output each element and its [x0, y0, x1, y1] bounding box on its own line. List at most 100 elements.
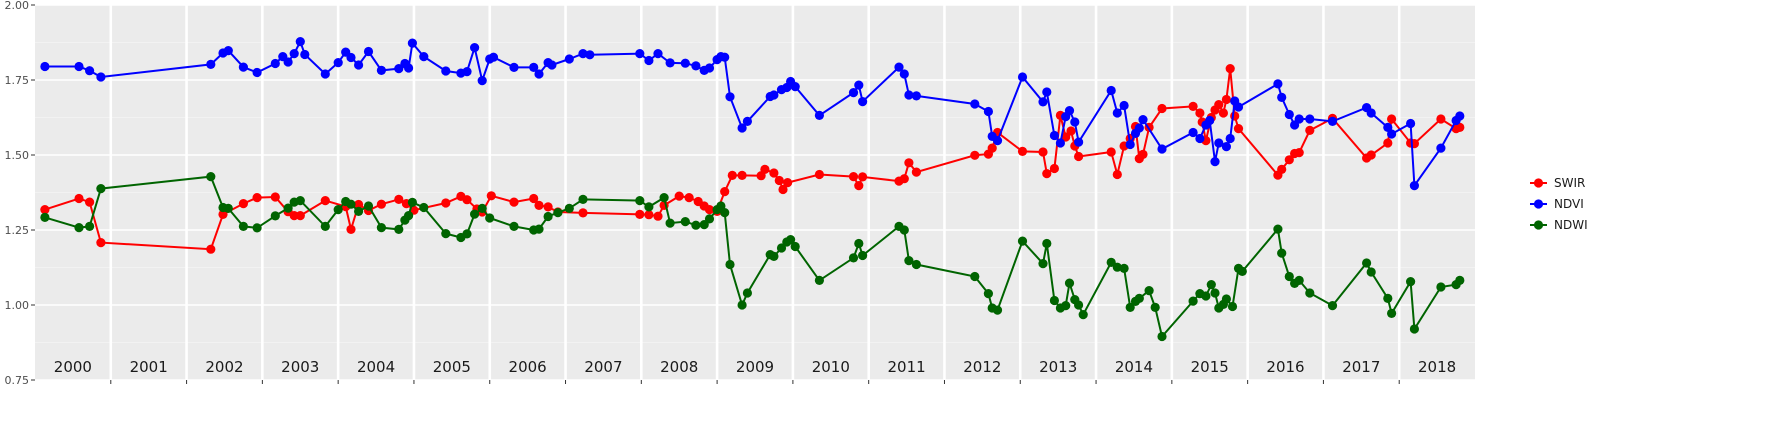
data-point: [363, 46, 374, 57]
year-label: 2014: [1115, 358, 1153, 376]
data-point: [74, 193, 84, 204]
data-point: [578, 194, 588, 204]
year-label: 2001: [130, 358, 168, 376]
data-point: [742, 116, 753, 126]
data-point: [74, 61, 84, 72]
data-point: [1327, 301, 1338, 311]
year-label: 2016: [1266, 358, 1304, 376]
data-point: [911, 167, 922, 177]
data-point: [1106, 85, 1116, 96]
data-point: [509, 221, 519, 231]
legend-key-point: [1533, 220, 1544, 230]
data-point: [904, 158, 914, 168]
data-point: [320, 221, 330, 231]
data-point: [1387, 129, 1397, 139]
data-point: [1284, 155, 1294, 165]
y-tick-label: 1.25: [5, 224, 30, 237]
data-point: [760, 164, 770, 174]
data-point: [674, 191, 684, 201]
data-point: [769, 251, 779, 261]
data-point: [1210, 157, 1220, 167]
legend-label: NDWI: [1554, 218, 1588, 232]
data-point: [659, 193, 669, 203]
data-point: [1134, 293, 1144, 303]
data-point: [769, 168, 779, 178]
data-point: [441, 229, 451, 239]
legend-key-point: [1533, 199, 1544, 209]
data-point: [1017, 236, 1028, 246]
data-point: [1055, 138, 1065, 148]
data-point: [1294, 114, 1304, 124]
data-point: [1305, 288, 1315, 298]
data-point: [1383, 138, 1393, 148]
data-point: [904, 256, 914, 266]
data-point: [814, 110, 825, 120]
data-point: [635, 209, 645, 219]
data-point: [419, 202, 429, 213]
data-point: [486, 191, 496, 201]
data-point: [270, 211, 280, 221]
data-point: [983, 106, 994, 117]
legend-label: NDVI: [1554, 197, 1584, 211]
data-point: [74, 223, 84, 233]
data-point: [1138, 149, 1148, 159]
data-point: [1205, 115, 1215, 126]
data-point: [1070, 117, 1080, 127]
data-point: [684, 193, 694, 203]
data-point: [1038, 97, 1048, 107]
data-point: [1277, 248, 1287, 258]
legend-item-swir: SWIR: [1530, 176, 1585, 190]
data-point: [680, 58, 690, 68]
data-point: [404, 211, 414, 221]
year-label: 2012: [963, 358, 1001, 376]
data-point: [1294, 275, 1304, 285]
data-point: [289, 49, 299, 59]
data-point: [737, 300, 747, 310]
data-point: [899, 225, 909, 235]
y-axis: 0.75 1.00 1.25 1.50 1.75 2.00: [5, 0, 35, 387]
year-label: 2013: [1039, 358, 1077, 376]
data-point: [1225, 133, 1235, 144]
data-point: [1188, 296, 1198, 306]
data-point: [1273, 79, 1283, 89]
data-point: [635, 49, 645, 59]
data-point: [346, 199, 356, 209]
legend-key-point: [1533, 178, 1544, 188]
data-point: [96, 184, 106, 194]
data-point: [644, 202, 654, 212]
data-point: [295, 211, 305, 221]
data-point: [529, 62, 539, 72]
data-point: [1237, 266, 1247, 276]
data-point: [1150, 302, 1160, 312]
data-point: [858, 172, 868, 182]
data-point: [564, 203, 574, 213]
data-point: [1366, 108, 1376, 118]
data-point: [441, 66, 451, 76]
data-point: [691, 220, 701, 230]
data-point: [737, 170, 747, 180]
data-point: [488, 52, 499, 62]
data-point: [1119, 100, 1129, 111]
data-point: [1064, 278, 1075, 288]
data-point: [1383, 293, 1393, 303]
y-tick-label: 2.00: [5, 0, 30, 12]
data-point: [295, 196, 305, 206]
data-point: [206, 172, 216, 182]
series-ndvi: [40, 37, 1465, 191]
data-point: [725, 259, 735, 270]
data-point: [1284, 109, 1294, 120]
data-point: [1214, 138, 1224, 148]
data-point: [218, 209, 228, 219]
data-point: [295, 37, 305, 47]
year-label: 2008: [660, 358, 698, 376]
data-point: [1049, 295, 1059, 306]
data-point: [858, 97, 868, 107]
data-point: [394, 224, 404, 234]
data-point: [727, 170, 737, 180]
data-point: [720, 208, 730, 218]
data-point: [1227, 301, 1238, 312]
data-point: [40, 61, 50, 72]
data-point: [206, 59, 216, 69]
data-point: [1144, 286, 1154, 296]
